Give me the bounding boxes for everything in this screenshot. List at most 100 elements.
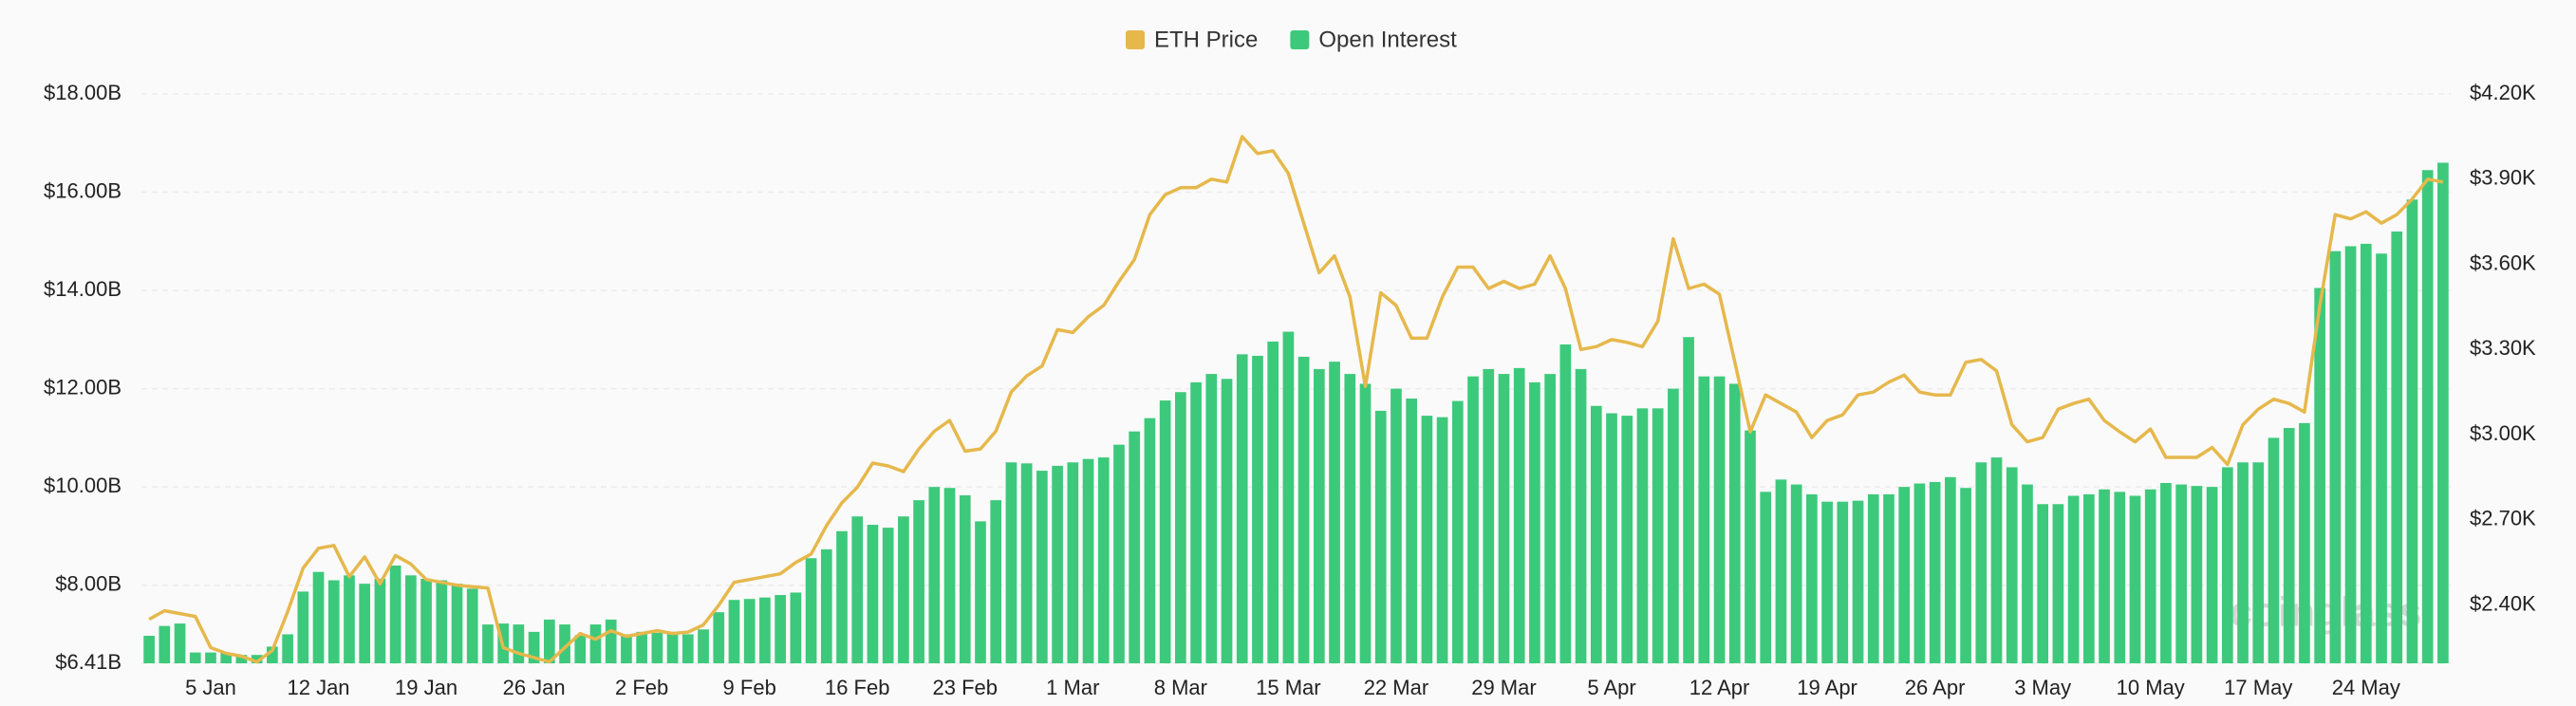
bar [2314, 288, 2325, 663]
bar [1606, 413, 1617, 663]
x-tick-label: 22 Mar [1364, 676, 1428, 699]
x-tick-label: 12 Jan [287, 676, 349, 699]
bar [1713, 376, 1726, 663]
y-tick-label: $6.41B [55, 650, 121, 674]
bar [1898, 487, 1911, 663]
bar [2037, 504, 2049, 663]
bar [1960, 488, 1971, 663]
bar [2206, 487, 2218, 663]
bar [251, 655, 263, 663]
bar [2237, 462, 2249, 663]
bar [1329, 362, 1340, 663]
bar [174, 623, 186, 663]
bar [312, 571, 325, 663]
price-line [148, 135, 2444, 664]
bar [2129, 495, 2141, 663]
legend-label: Open Interest [1318, 27, 1457, 52]
bar [1113, 444, 1125, 663]
bar [1745, 430, 1756, 663]
bar [1728, 383, 1741, 663]
y2-tick-label: $3.60K [2470, 251, 2536, 274]
x-tick-label: 5 Jan [185, 676, 236, 699]
bar [820, 548, 832, 663]
bar [943, 488, 956, 663]
bar [1282, 331, 1295, 663]
bar [1636, 408, 1649, 663]
bar [2006, 467, 2018, 663]
legend-swatch [1290, 30, 1310, 49]
bar [959, 494, 971, 663]
bar [759, 597, 771, 663]
bar [1129, 431, 1141, 663]
bar [1005, 462, 1017, 663]
bar [728, 600, 740, 663]
bar [513, 624, 525, 663]
bar [1806, 493, 1818, 663]
bar [344, 575, 355, 663]
x-tick-label: 15 Mar [1256, 676, 1320, 699]
bar [975, 521, 986, 663]
bar [2376, 253, 2387, 663]
bar [1097, 457, 1110, 663]
bar [1652, 408, 1664, 663]
bar [2268, 437, 2280, 663]
bar [2437, 162, 2449, 664]
x-tick-label: 9 Feb [723, 676, 776, 699]
bar [1175, 392, 1186, 663]
bar [1559, 344, 1572, 663]
bar [1052, 465, 1063, 663]
bar [1374, 410, 1387, 663]
bar [913, 500, 924, 663]
bar [1513, 367, 1525, 663]
bar [1852, 500, 1864, 663]
bar [1544, 374, 1556, 663]
y2-tick-label: $2.70K [2470, 507, 2536, 530]
x-tick-label: 24 May [2332, 676, 2400, 699]
y-tick-label: $16.00B [44, 178, 121, 202]
bar [1421, 416, 1433, 663]
bar [636, 631, 647, 663]
bar [1529, 381, 1540, 663]
bar [189, 652, 201, 663]
bar [543, 619, 555, 663]
bar [928, 487, 941, 663]
bar [159, 625, 171, 663]
bar [1344, 374, 1356, 663]
legend: ETH Price Open Interest [1126, 27, 1457, 52]
bar [143, 636, 155, 663]
x-tick-label: 16 Feb [825, 676, 890, 699]
bar [805, 558, 817, 663]
bar [1575, 368, 1587, 663]
bar [374, 578, 386, 663]
bar [681, 634, 694, 663]
bar [1313, 368, 1325, 663]
bar [1406, 398, 1417, 663]
bar [1760, 492, 1772, 663]
bar [1498, 374, 1510, 663]
y-tick-label: $12.00B [44, 375, 121, 399]
bar [1267, 341, 1279, 663]
bar [1929, 481, 1941, 663]
bar [1359, 383, 1372, 663]
bar [1297, 356, 1310, 663]
bar [1190, 381, 1202, 663]
bar [436, 580, 448, 663]
bar [466, 588, 478, 663]
bar [282, 634, 293, 663]
bar [1975, 462, 1988, 663]
bar [743, 599, 756, 663]
bar [2329, 251, 2342, 663]
bar [482, 624, 494, 663]
bar [990, 500, 1002, 663]
bar [2114, 492, 2126, 663]
y2-tick-label: $3.00K [2470, 421, 2536, 445]
bar [574, 635, 587, 663]
bar [2082, 493, 2095, 663]
bar [2344, 246, 2357, 663]
bar [235, 655, 248, 663]
bar [2283, 428, 2295, 663]
bar [2160, 483, 2172, 663]
bar [359, 584, 371, 663]
x-tick-label: 17 May [2224, 676, 2292, 699]
